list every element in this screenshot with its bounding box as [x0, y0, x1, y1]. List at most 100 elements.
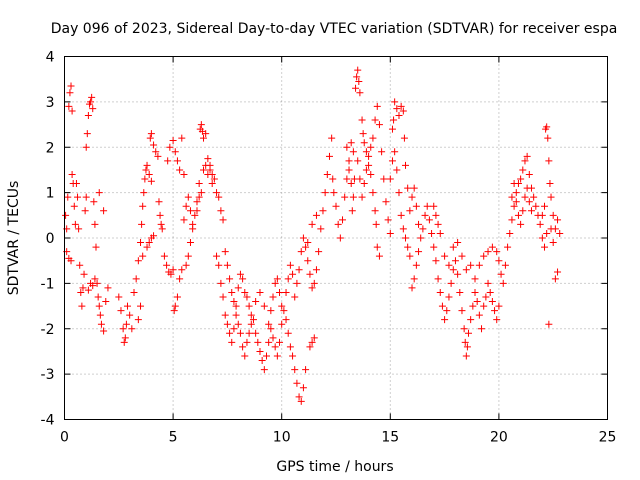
data-point	[297, 248, 305, 256]
data-point	[436, 229, 444, 237]
data-point	[408, 284, 416, 292]
data-point	[232, 311, 240, 319]
data-point	[312, 211, 320, 219]
data-point	[166, 143, 174, 151]
data-point	[234, 284, 242, 292]
data-point	[152, 148, 160, 156]
data-point	[443, 307, 451, 315]
data-point	[412, 202, 420, 210]
data-point	[213, 252, 221, 260]
data-point	[236, 270, 244, 278]
x-tick-label: 15	[381, 430, 399, 446]
data-point	[512, 189, 520, 197]
data-point	[158, 225, 166, 233]
data-point	[308, 220, 316, 228]
data-point	[541, 243, 549, 251]
data-point	[395, 111, 403, 119]
data-point	[527, 207, 535, 215]
data-point	[70, 202, 78, 210]
data-point	[355, 77, 363, 85]
data-point	[480, 302, 488, 310]
data-point	[297, 397, 305, 405]
data-point	[230, 298, 238, 306]
data-point	[491, 307, 499, 315]
data-point	[308, 338, 316, 346]
data-point	[239, 343, 247, 351]
data-point	[193, 198, 201, 206]
data-point	[347, 139, 355, 147]
data-point	[267, 307, 275, 315]
data-point	[76, 261, 84, 269]
data-point	[241, 288, 249, 296]
data-point	[195, 180, 203, 188]
plot-frame	[64, 56, 608, 420]
data-point	[352, 84, 360, 92]
data-point	[469, 302, 477, 310]
data-point	[382, 198, 390, 206]
data-point	[372, 220, 380, 228]
data-point	[551, 275, 559, 283]
data-point	[173, 157, 181, 165]
data-point	[356, 175, 364, 183]
data-point	[169, 266, 177, 274]
data-point	[375, 252, 383, 260]
data-point	[278, 320, 286, 328]
data-point	[304, 239, 312, 247]
data-point	[310, 279, 318, 287]
y-tick-label: -4	[41, 413, 55, 429]
data-point	[260, 302, 268, 310]
data-point	[83, 130, 91, 138]
data-point	[143, 161, 151, 169]
data-point	[295, 393, 303, 401]
data-point	[530, 193, 538, 201]
data-point	[419, 225, 427, 233]
y-tick-label: 0	[46, 231, 55, 247]
data-point	[434, 220, 442, 228]
data-point	[393, 105, 401, 113]
data-point	[456, 288, 464, 296]
data-point	[404, 243, 412, 251]
data-point	[415, 248, 423, 256]
data-point	[369, 134, 377, 142]
data-point	[74, 193, 82, 201]
data-point	[538, 234, 546, 242]
data-point	[402, 161, 410, 169]
data-point	[339, 216, 347, 224]
data-point	[206, 161, 214, 169]
data-point	[202, 130, 210, 138]
data-point	[142, 166, 150, 174]
data-point	[445, 293, 453, 301]
data-point	[226, 275, 234, 283]
data-point	[252, 329, 260, 337]
data-point	[197, 121, 205, 129]
data-point	[208, 170, 216, 178]
data-point	[282, 316, 290, 324]
data-point	[544, 134, 552, 142]
data-point	[471, 288, 479, 296]
data-point	[72, 180, 80, 188]
data-point	[182, 202, 190, 210]
data-point	[510, 202, 518, 210]
data-point	[306, 343, 314, 351]
data-point	[208, 180, 216, 188]
data-point	[423, 202, 431, 210]
data-point	[217, 279, 225, 287]
data-point	[521, 157, 529, 165]
data-point	[371, 207, 379, 215]
data-point	[171, 148, 179, 156]
data-point	[410, 184, 418, 192]
data-point	[117, 307, 125, 315]
data-point	[164, 157, 172, 165]
data-point	[66, 89, 74, 97]
data-point	[482, 293, 490, 301]
data-point	[89, 282, 97, 290]
data-point	[458, 307, 466, 315]
data-point	[77, 288, 85, 296]
data-point	[81, 207, 89, 215]
data-point	[271, 343, 279, 351]
data-point	[254, 338, 262, 346]
data-point	[495, 302, 503, 310]
data-point	[286, 261, 294, 269]
y-axis-ticks: -4 -3 -2 -1 0 1 2 3 4	[41, 50, 608, 429]
data-point	[100, 327, 108, 335]
